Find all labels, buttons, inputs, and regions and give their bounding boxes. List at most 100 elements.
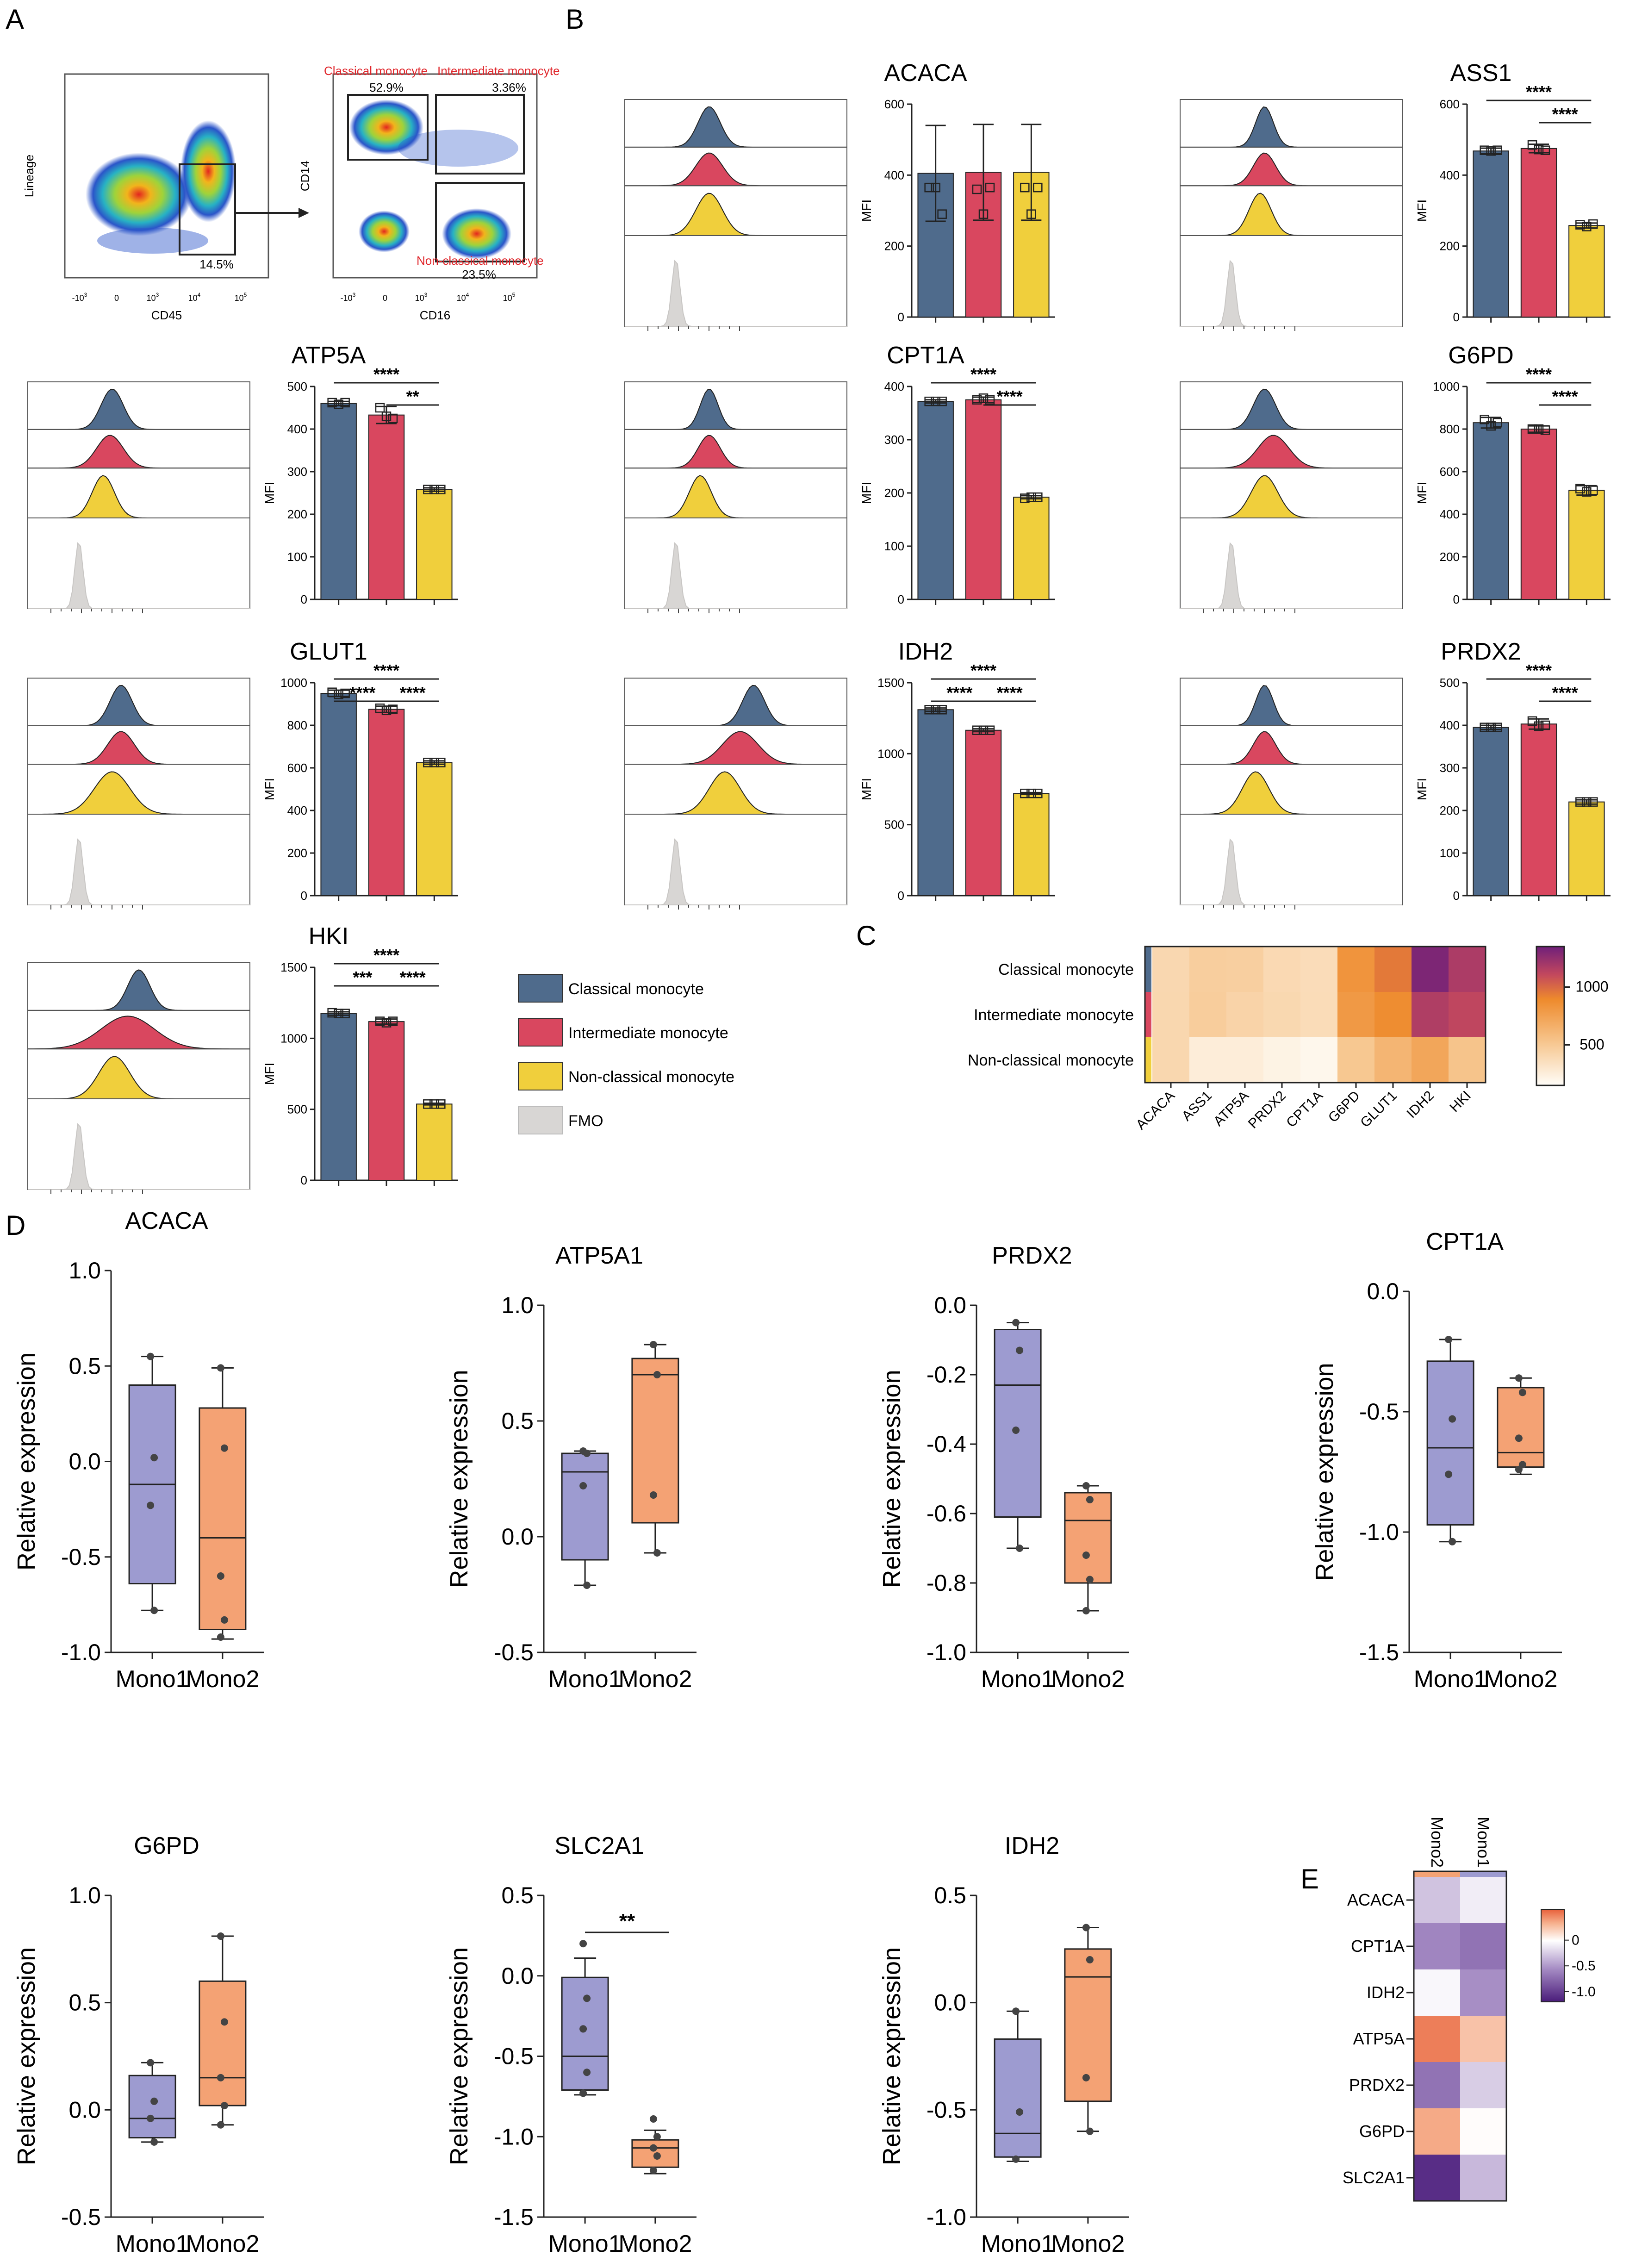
y-tick-label: 400 (884, 380, 904, 393)
data-point (937, 396, 947, 406)
box (199, 1980, 247, 2106)
y-tick-label: 0 (1453, 889, 1460, 903)
y-tick-label: 0.0 (68, 1449, 101, 1475)
y-axis-label: MFI (262, 778, 277, 800)
histogram-frame (624, 99, 847, 327)
histogram-curve (625, 838, 847, 905)
significance-label: **** (400, 683, 426, 702)
bar (1473, 727, 1509, 896)
flow-plot-lineage-cd45: 14.5% -103 0 103 104 105 CD45 Lineage (22, 73, 269, 322)
tick-label: 103 (415, 292, 428, 303)
y-axis-label: MFI (262, 1063, 277, 1085)
y-tick-label: 800 (287, 718, 307, 732)
significance-label: *** (353, 968, 372, 987)
bar (320, 1013, 357, 1181)
cell-density-cloud (180, 120, 236, 222)
colorbar-tick-label: -0.5 (1572, 1958, 1596, 1974)
y-tick-label: 600 (1440, 465, 1460, 479)
cell-density-cloud (97, 228, 208, 254)
legend-swatch-classical (518, 974, 563, 1003)
heatmap-cell (1414, 1969, 1461, 2016)
histogram-overlay (27, 678, 250, 910)
heatmap-row-label: G6PD (1359, 2122, 1405, 2141)
data-point (1534, 721, 1544, 731)
heatmap-cell (1460, 1877, 1507, 1924)
y-tick-label: 600 (287, 761, 307, 775)
chart-title: CPT1A (1426, 1228, 1504, 1255)
box (994, 2038, 1042, 2158)
y-tick-label: 300 (884, 433, 904, 447)
y-tick-label: 400 (1440, 718, 1460, 732)
significance-label: **** (1526, 661, 1552, 680)
data-point (1026, 492, 1036, 502)
heatmap-row-label: CPT1A (1351, 1937, 1405, 1956)
data-point (220, 1444, 228, 1452)
data-point (1086, 1496, 1094, 1503)
histogram-frame (1180, 678, 1403, 905)
tick-label: 104 (188, 292, 201, 303)
y-axis-label: Lineage (22, 155, 36, 198)
data-point (327, 398, 337, 408)
tick-label: 104 (457, 292, 469, 303)
y-tick-label: 1.0 (68, 1882, 101, 1908)
histogram-frame (1180, 381, 1403, 609)
tick-label: 103 (147, 292, 159, 303)
heatmap-cell (1414, 2155, 1461, 2201)
y-tick-label: 0 (1453, 310, 1460, 324)
heatmap-cell (1460, 1969, 1507, 2016)
y-axis-label: MFI (1415, 778, 1429, 800)
bar (1568, 490, 1605, 600)
box (128, 2075, 176, 2139)
data-point (1480, 145, 1489, 155)
heatmap-row-color (1145, 1037, 1151, 1083)
data-point (147, 2114, 155, 2122)
box-plot-g6pd: G6PD Relative expression 1.0 0.5 0.0 -0.5 Mono… (12, 1832, 264, 2257)
legend-swatch-intermediate (518, 1018, 563, 1047)
significance-label: **** (1552, 387, 1578, 406)
histogram-overlay (1180, 99, 1403, 331)
data-point (1082, 1607, 1090, 1614)
heatmap-cell (1460, 2108, 1507, 2155)
histogram-curve (625, 260, 847, 327)
chart-title: ACACA (884, 60, 967, 87)
data-point (429, 1099, 439, 1109)
significance-label: ** (619, 1910, 635, 1932)
data-point (972, 184, 982, 194)
data-point (1033, 492, 1043, 502)
data-point (931, 705, 940, 715)
bar-chart-prdx2: PRDX2 MFI 0 100 200 300 400 500 ******** (1180, 638, 1611, 910)
y-axis-label: Relative expression (878, 1947, 906, 2165)
significance-label: **** (1526, 365, 1552, 384)
bar (416, 1103, 453, 1181)
colorbar-tick-label: 0 (1572, 1933, 1580, 1948)
bar (1520, 429, 1557, 600)
data-point (1012, 2007, 1020, 2015)
heatmap-cell (1263, 947, 1301, 992)
nonclassical-gate (435, 182, 525, 262)
bar (368, 1021, 405, 1181)
y-tick-label: 400 (884, 168, 904, 182)
y-tick-label: 200 (1440, 550, 1460, 564)
chart-title: IDH2 (898, 638, 953, 665)
y-tick-label: 0.5 (501, 1882, 534, 1908)
y-tick-label: 0 (301, 592, 307, 606)
data-point (985, 182, 995, 193)
heatmap-cell (1374, 992, 1412, 1038)
heatmap-cell (1412, 1037, 1449, 1083)
y-tick-label: 200 (1440, 239, 1460, 253)
data-point (217, 2074, 224, 2081)
heatmap-column-color (1460, 1871, 1506, 1877)
data-point (649, 2115, 657, 2123)
data-point (1575, 220, 1585, 230)
chart-title: ASS1 (1450, 60, 1512, 87)
panel-label-b: B (566, 4, 584, 35)
data-point (436, 758, 446, 767)
heatmap-cell (1460, 2062, 1507, 2109)
data-point (579, 2089, 587, 2097)
bar-chart-ass1: ASS1 MFI 0 200 400 600 ******** (1180, 60, 1611, 331)
y-tick-label: 1000 (280, 676, 307, 690)
colorbar-tick-label: 1000 (1575, 978, 1608, 995)
cell-density-cloud (442, 208, 511, 259)
